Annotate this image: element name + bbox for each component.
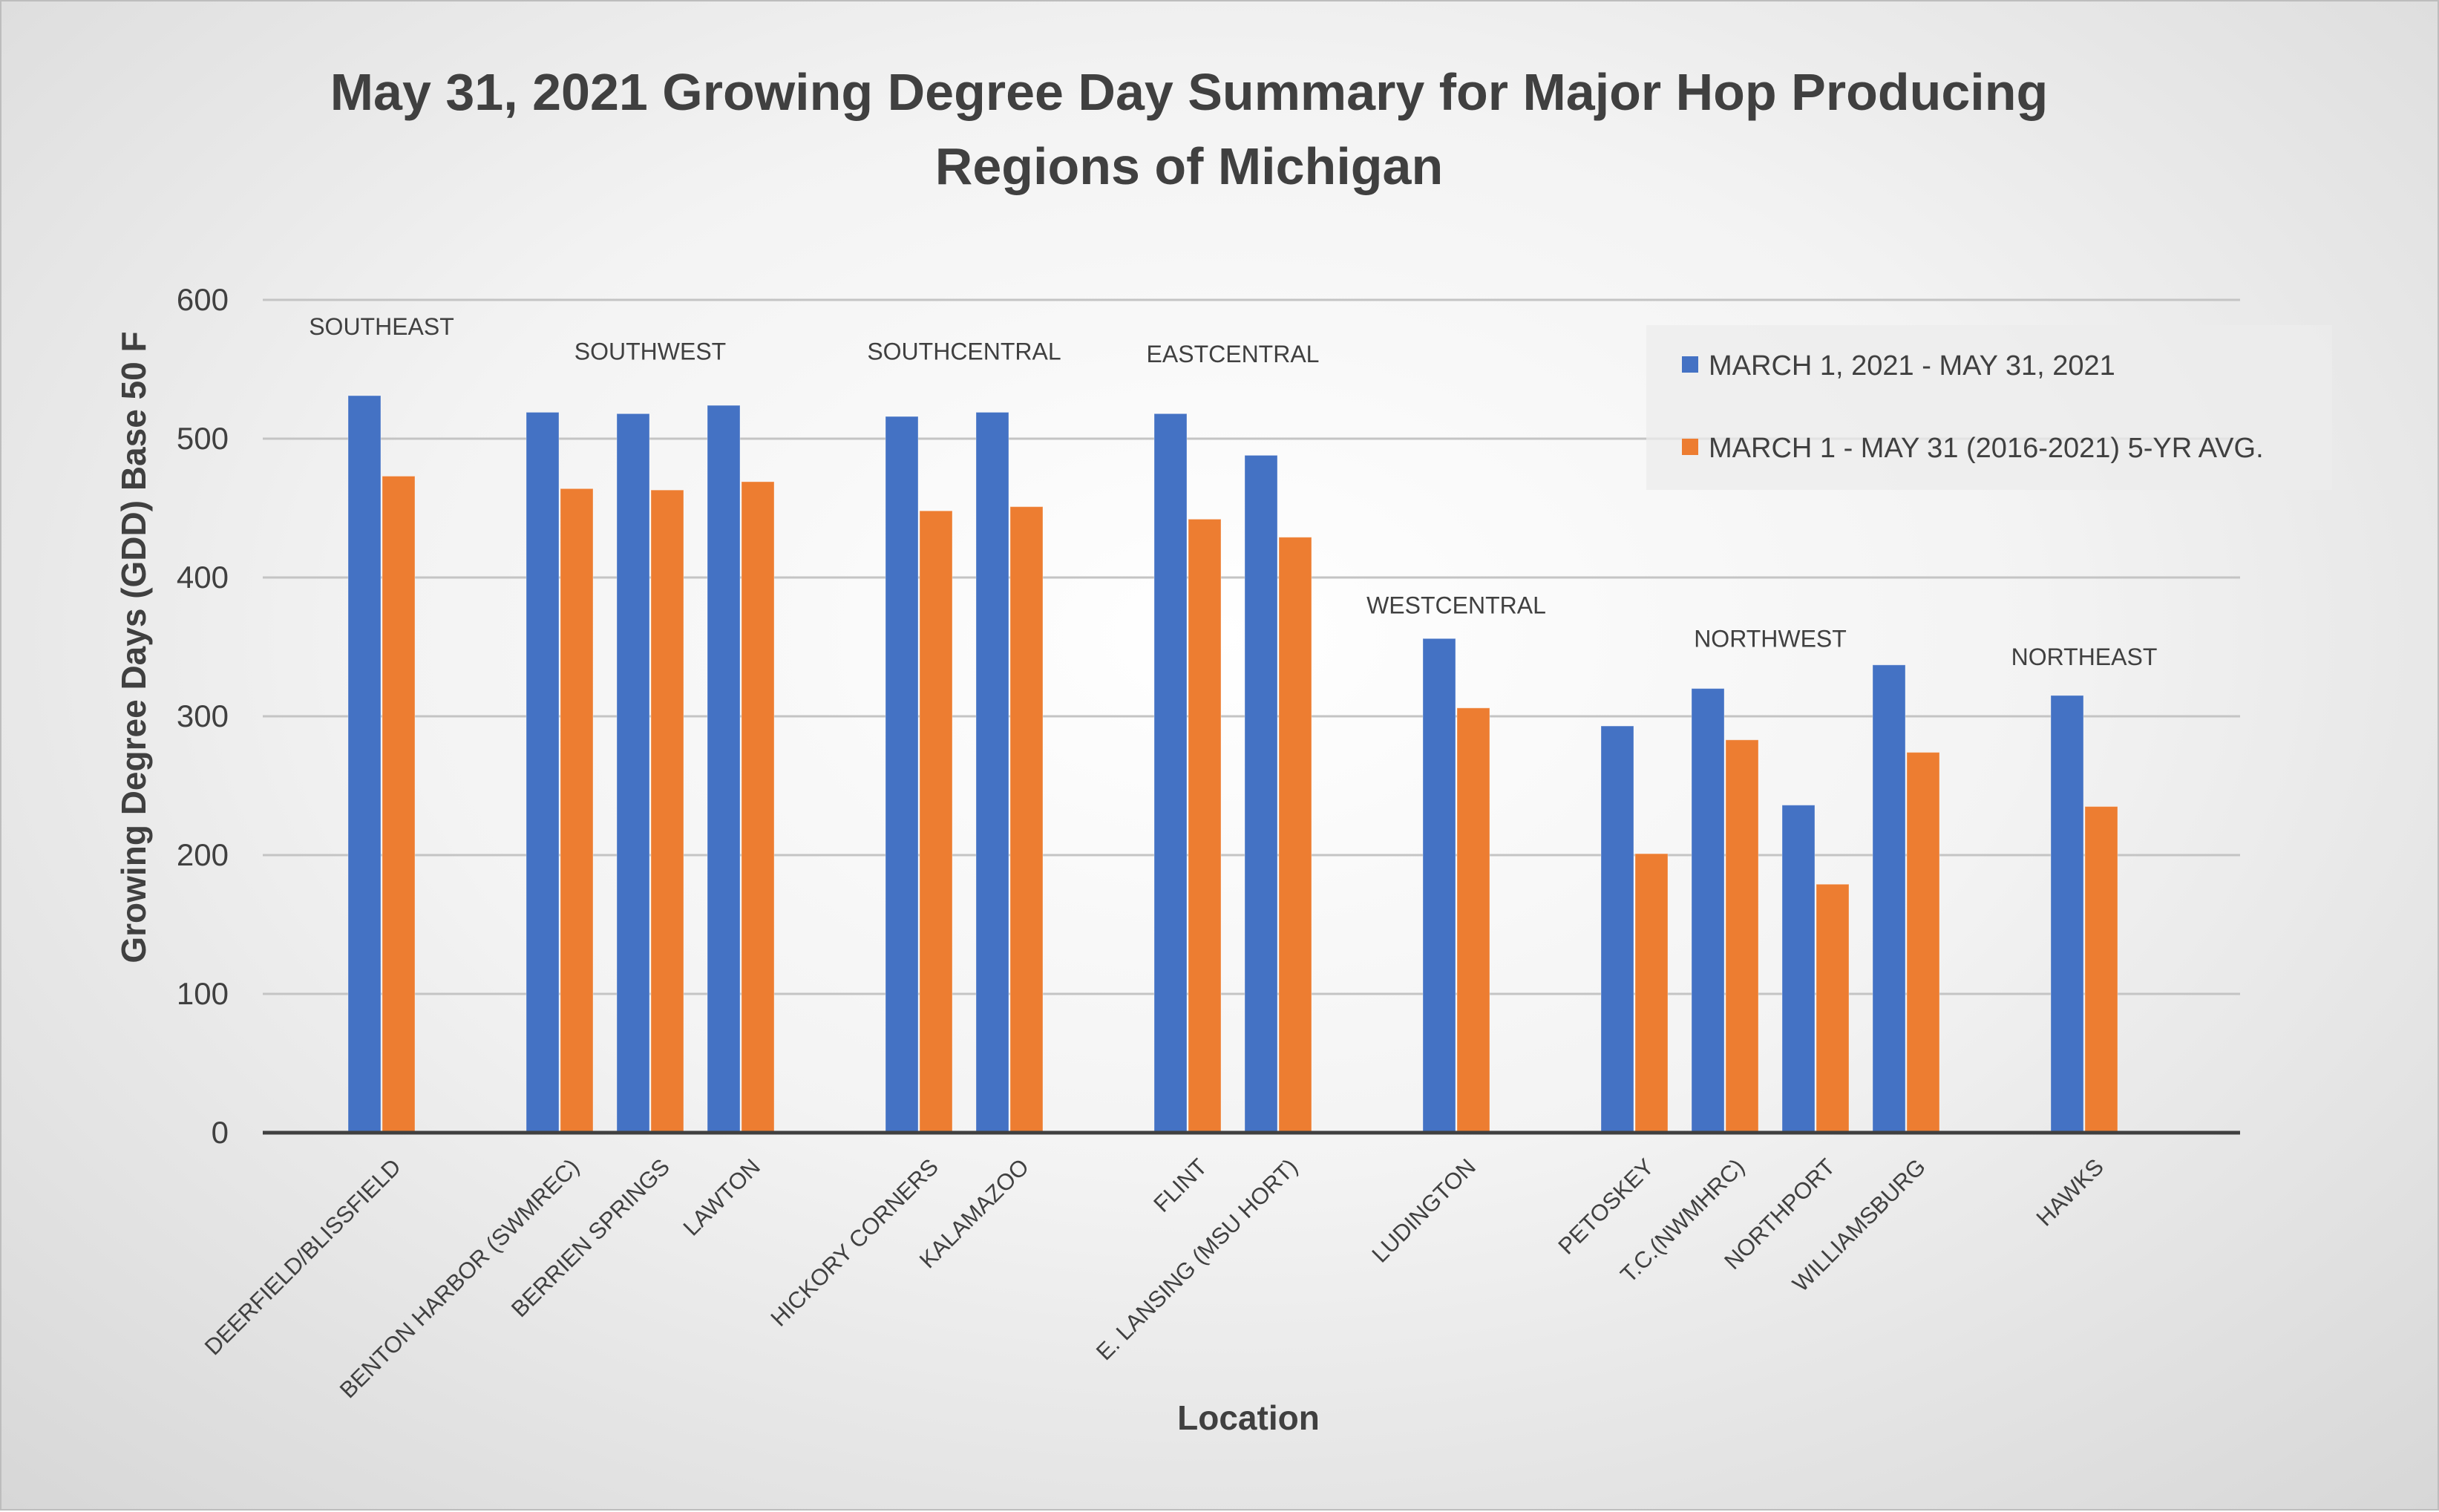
- bar-series-2: [1816, 883, 1850, 1133]
- x-tick-label: FLINT: [1148, 1153, 1212, 1217]
- y-tick-label: 300: [177, 698, 229, 733]
- bar-series-1: [1872, 664, 1906, 1133]
- x-tick-label: BERRIEN SPRINGS: [506, 1153, 675, 1322]
- y-tick-label: 0: [212, 1115, 229, 1150]
- x-tick-label: LUDINGTON: [1366, 1153, 1480, 1267]
- bar-series-2: [1634, 853, 1669, 1133]
- bar-series-1: [616, 413, 650, 1133]
- bar-series-1: [885, 416, 919, 1133]
- chart-title-line-2: Regions of Michigan: [935, 137, 1443, 195]
- x-tick-label: LAWTON: [678, 1153, 765, 1240]
- region-label: NORTHEAST: [2011, 644, 2158, 670]
- bar-series-1: [1600, 725, 1634, 1133]
- y-tick-label: 100: [177, 976, 229, 1011]
- bar-series-1: [347, 395, 382, 1133]
- bar-series-2: [1456, 707, 1490, 1133]
- legend-background: [1646, 325, 2332, 490]
- region-label: WESTCENTRAL: [1366, 592, 1546, 619]
- bar-series-1: [526, 411, 560, 1133]
- bar-series-2: [1188, 518, 1222, 1133]
- bar-series-2: [919, 510, 953, 1133]
- y-tick-label: 600: [177, 282, 229, 317]
- x-tick-label: HICKORY CORNERS: [765, 1153, 943, 1332]
- bar-series-1: [1153, 413, 1188, 1133]
- bar-series-1: [1422, 638, 1456, 1133]
- x-tick-label: HAWKS: [2032, 1153, 2109, 1231]
- bar-series-2: [1009, 506, 1044, 1133]
- bar-series-2: [1906, 752, 1940, 1133]
- region-label: SOUTHWEST: [574, 338, 726, 364]
- region-label: SOUTHCENTRAL: [867, 338, 1061, 364]
- bar-series-1: [1781, 805, 1816, 1133]
- bar-series-1: [707, 405, 741, 1133]
- bar-series-1: [1691, 688, 1725, 1133]
- bar-series-2: [560, 488, 594, 1133]
- y-tick-label: 200: [177, 837, 229, 872]
- x-tick-label: DEERFIELD/BLISSFIELD: [200, 1153, 406, 1360]
- bar-series-2: [2084, 806, 2118, 1133]
- region-label: EASTCENTRAL: [1147, 341, 1320, 367]
- y-axis-title: Growing Degree Days (GDD) Base 50 F: [114, 331, 153, 963]
- legend-swatch-series-2: [1682, 439, 1698, 455]
- bar-series-1: [2050, 695, 2084, 1133]
- bar-series-2: [1725, 739, 1759, 1133]
- bars: [347, 395, 2118, 1133]
- region-annotations: SOUTHEAST SOUTHWEST SOUTHCENTRAL EASTCENTRA…: [309, 313, 2157, 670]
- bar-series-2: [741, 481, 775, 1133]
- bar-series-1: [1244, 454, 1278, 1133]
- y-tick-label: 400: [177, 560, 229, 595]
- y-tick-label: 500: [177, 421, 229, 456]
- chart-title-line-1: May 31, 2021 Growing Degree Day Summary …: [330, 63, 2049, 121]
- bar-series-1: [975, 411, 1009, 1133]
- legend-label-series-2: MARCH 1 - MAY 31 (2016-2021) 5-YR AVG.: [1709, 433, 2264, 464]
- y-axis-ticks: 0 100 200 300 400 500 600: [177, 282, 229, 1150]
- legend-swatch-series-1: [1682, 356, 1698, 373]
- bar-series-2: [1278, 537, 1312, 1133]
- region-label: NORTHWEST: [1694, 626, 1847, 652]
- legend-label-series-1: MARCH 1, 2021 - MAY 31, 2021: [1709, 350, 2115, 382]
- legend: MARCH 1, 2021 - MAY 31, 2021 MARCH 1 - M…: [1646, 325, 2332, 490]
- x-axis-title: Location: [1177, 1398, 1320, 1437]
- bar-series-2: [650, 489, 684, 1133]
- region-label: SOUTHEAST: [309, 313, 454, 340]
- bar-series-2: [382, 475, 416, 1133]
